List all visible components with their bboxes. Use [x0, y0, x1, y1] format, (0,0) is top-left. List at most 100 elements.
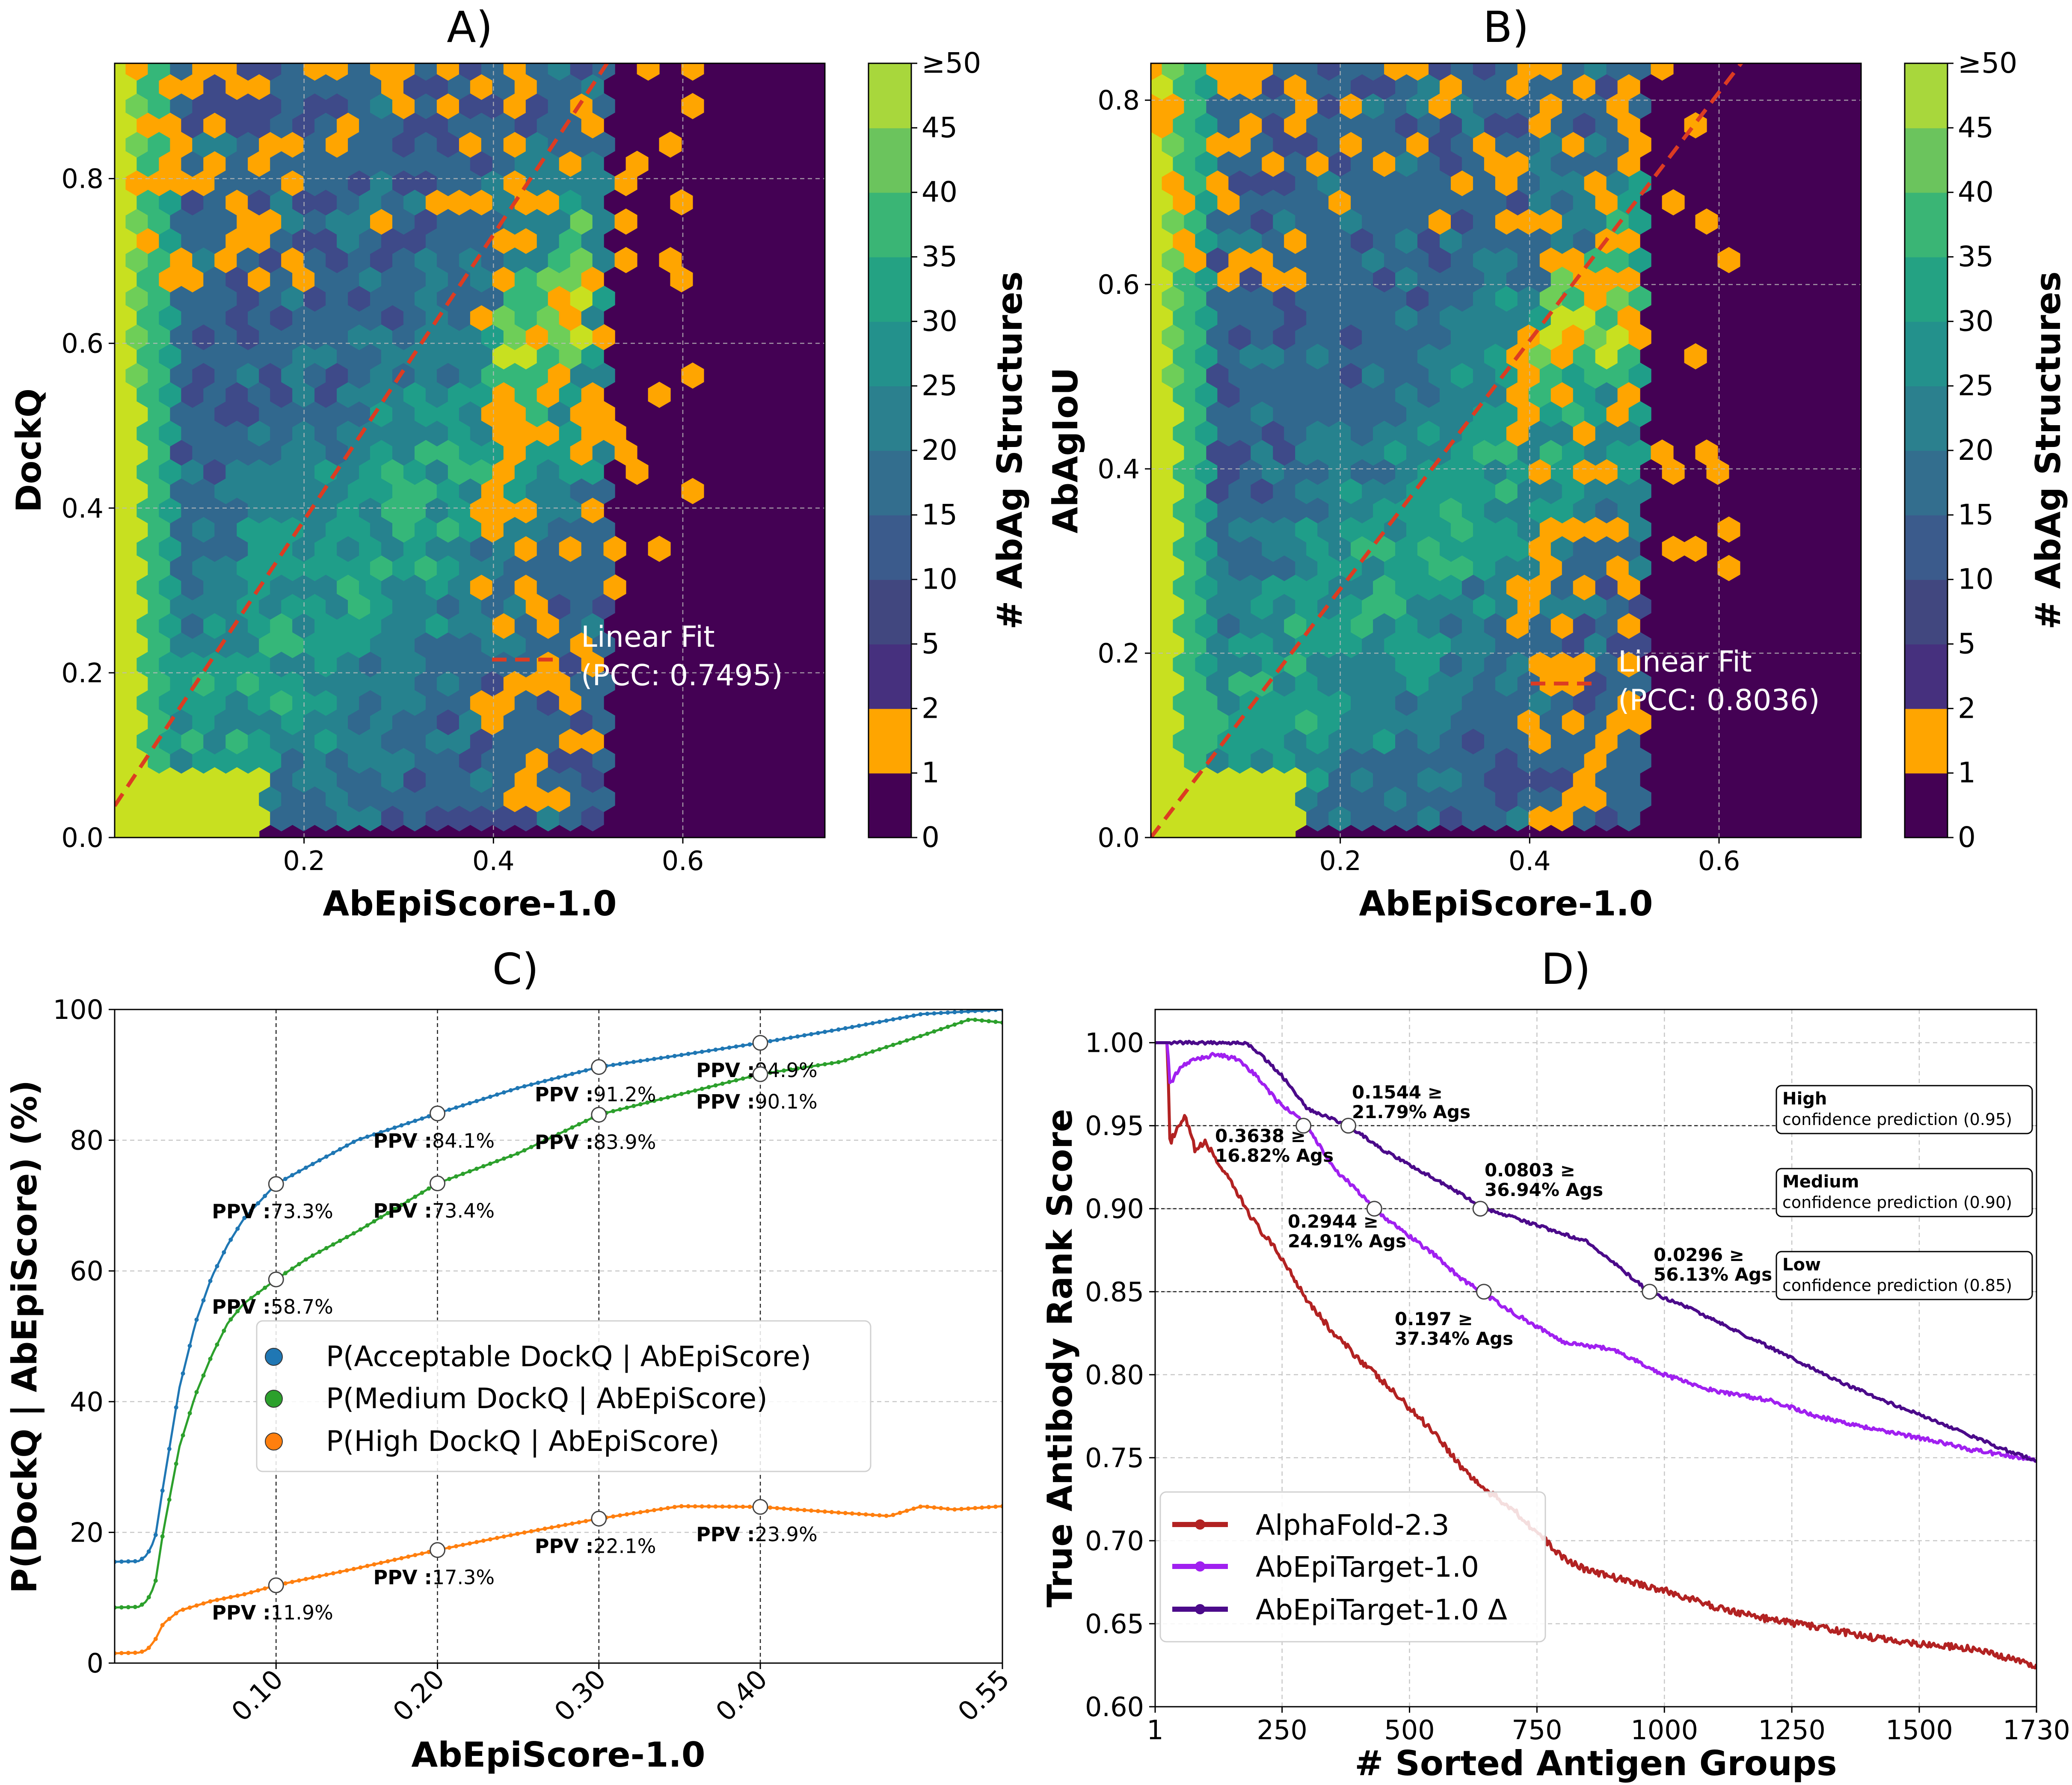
panel-b-ytick-label: 0.0 [1097, 822, 1140, 853]
panel-b-hexbin [1484, 574, 1507, 601]
panel-a-hexbin [359, 651, 382, 678]
panel-a-hexbin [392, 593, 415, 620]
panel-a-hexbin [381, 728, 404, 755]
panel-a-hexbin [470, 189, 493, 216]
panel-b-hexbin [1461, 151, 1485, 177]
panel-c-acceptable-series-point [126, 1559, 130, 1564]
panel-a-hexbin [115, 228, 137, 254]
panel-b-hexbin [1351, 767, 1374, 793]
panel-a-hexbin [415, 632, 437, 658]
panel-b-colorbar-segment [1905, 386, 1948, 451]
panel-a-colorbar-label: # AbAg Structures [990, 271, 1030, 629]
panel-a-hexbin [359, 228, 382, 254]
panel-c-high-series-point [884, 1513, 889, 1518]
panel-b-hexbin [1284, 651, 1307, 678]
panel-c-medium-series-point [993, 1019, 998, 1024]
panel-c-high-series-point [672, 1505, 677, 1510]
panel-a-hexbin [392, 439, 415, 466]
panel-b-hexbin [1295, 786, 1318, 812]
panel-a-hexbin [281, 131, 304, 158]
panel-c-high-series-point [782, 1506, 786, 1511]
panel-a-hexbin [337, 690, 360, 716]
panel-a-hexbin [570, 555, 593, 581]
panel-b-hexbin [1595, 805, 1618, 832]
panel-a-hexbin [125, 131, 148, 158]
panel-c-medium-series-point [850, 1056, 854, 1060]
panel-c-acceptable-series-point [966, 1009, 971, 1014]
panel-a-hexbin [192, 131, 215, 158]
panel-c-ytick-label: 80 [70, 1125, 104, 1156]
panel-b-hexbin [1195, 690, 1218, 716]
panel-b-hexbin [1573, 266, 1596, 293]
panel-a-hexbin [514, 536, 537, 562]
panel-a-hexbin [492, 189, 515, 216]
panel-b-hexbin [1228, 401, 1251, 427]
panel-a-hexbin [592, 670, 615, 697]
panel-b-hexbin [1406, 362, 1429, 389]
panel-a-hexbin [281, 247, 304, 273]
panel-b-hexbin [1151, 767, 1174, 793]
panel-a-hexbin [115, 459, 137, 485]
panel-c-high-series-point [918, 1504, 923, 1509]
panel-a-hexbin [314, 266, 338, 293]
panel-b-hexbin [1628, 285, 1651, 312]
panel-a-hexbin [392, 285, 415, 312]
panel-b-hexbin [1550, 112, 1574, 139]
panel-c-high-series-point [850, 1511, 854, 1516]
panel-d-ytick-label: 0.80 [1085, 1359, 1144, 1391]
panel-a-hexbin [125, 285, 148, 312]
panel-a-hexbin [436, 786, 459, 812]
panel-a-hexbin [459, 131, 482, 158]
panel-c-high-series-point [454, 1544, 459, 1548]
panel-b-hexbin [1628, 478, 1651, 504]
panel-b-hexbin [1484, 497, 1507, 524]
panel-b-hexbin [1506, 613, 1529, 639]
panel-a-hexbin [270, 805, 293, 832]
panel-b-hexbin [1295, 478, 1318, 504]
panel-a-hexbin [492, 459, 515, 485]
panel-b-hexbin [1273, 285, 1296, 312]
panel-b-title: B) [1483, 2, 1529, 52]
panel-b-hexbin [1295, 747, 1318, 774]
panel-c-medium-series-point [406, 1199, 411, 1203]
panel-c-high-series-point [324, 1572, 329, 1577]
panel-b-hexbin [1584, 632, 1607, 658]
panel-a-hexbin [326, 208, 349, 235]
panel-b-hexbin [1451, 401, 1473, 427]
panel-a-hexbin [115, 747, 126, 774]
panel-b-hexbin [1162, 555, 1185, 581]
panel-c-high-series-point [727, 1504, 732, 1509]
panel-b-hexbin [1262, 459, 1285, 485]
panel-b-hexbin [1528, 497, 1551, 524]
panel-a-hexbin [326, 362, 349, 389]
panel-c-high-series-point [556, 1524, 561, 1528]
panel-a-hexbin [403, 767, 426, 793]
panel-a-hexbin [592, 247, 615, 273]
panel-a-hexbin [259, 478, 282, 504]
panel-c-ytick-label: 0 [87, 1648, 104, 1679]
panel-a-hexbin [381, 189, 404, 216]
panel-a-hexbin [559, 420, 582, 447]
panel-b-hexbin [1429, 786, 1451, 812]
panel-a-hexbin [381, 266, 404, 293]
panel-a-hexbin [448, 266, 471, 293]
panel-a-hexbin [492, 613, 515, 639]
panel-b-hexbin [1473, 63, 1496, 81]
panel-b-hexbin [1173, 305, 1196, 331]
panel-a-hexbin [359, 613, 382, 639]
panel-b-hexbin [1628, 439, 1651, 466]
panel-a-hexbin [326, 401, 349, 427]
panel-a-hexbin [492, 536, 515, 562]
panel-a-hexbin [525, 247, 548, 273]
panel-b-hexbin [1406, 131, 1429, 158]
panel-a-hexbin [659, 131, 682, 158]
panel-b-hexbin [1206, 516, 1229, 543]
panel-b-hexbin [1284, 420, 1307, 447]
ppv-prefix: PPV : [373, 1199, 432, 1222]
panel-b-hexbin [1206, 208, 1229, 235]
panel-b-hexbin [1562, 516, 1585, 543]
panel-a-hexbin [381, 151, 404, 177]
panel-b-hexbin [1362, 709, 1385, 735]
panel-b-hexbin [1528, 805, 1551, 832]
panel-a-hexbin [337, 266, 360, 293]
